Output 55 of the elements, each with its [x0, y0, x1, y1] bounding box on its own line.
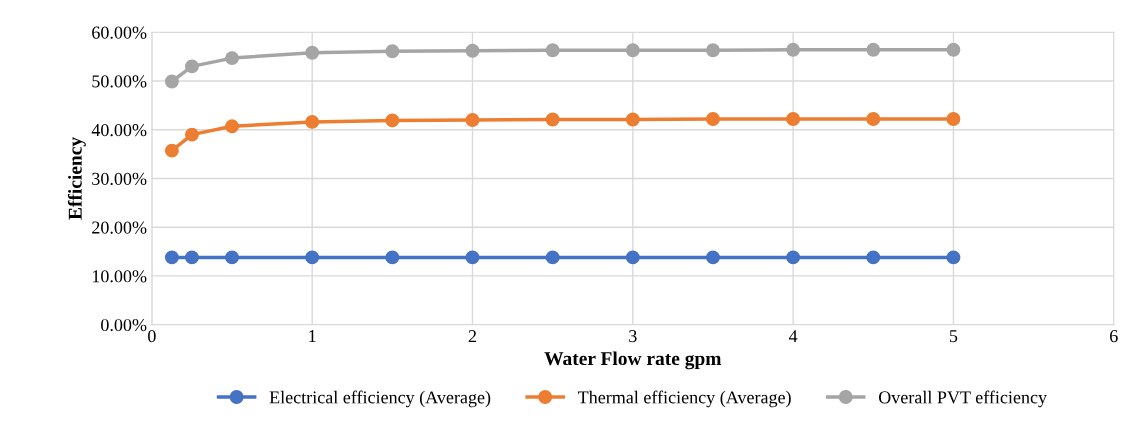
x-tick-label: 4	[788, 330, 798, 343]
legend-label: Overall PVT efficiency	[878, 390, 1047, 408]
point	[866, 250, 881, 265]
point	[545, 250, 560, 265]
point	[786, 250, 801, 265]
x-tick-label: 5	[949, 330, 958, 343]
x-tick-label: 3	[629, 330, 637, 343]
point	[866, 42, 881, 57]
point	[225, 119, 239, 134]
point	[185, 127, 199, 142]
point	[625, 43, 640, 58]
point	[946, 112, 961, 126]
point	[164, 250, 179, 265]
point	[225, 51, 239, 66]
point	[305, 114, 320, 129]
point	[185, 250, 199, 265]
legend-label: Thermal efficiency (Average)	[578, 390, 791, 408]
point	[545, 112, 560, 127]
point	[465, 43, 480, 58]
y-tick-label: 20.00%	[92, 221, 147, 234]
point	[625, 112, 640, 127]
point	[946, 250, 961, 265]
point	[946, 42, 961, 57]
y-tick-label: 40.00%	[91, 123, 147, 137]
point	[625, 250, 640, 265]
point	[164, 143, 179, 158]
point	[385, 44, 400, 59]
x-tick-label: 1	[309, 330, 316, 343]
y-axis-title: Efficiency	[67, 137, 86, 220]
point	[385, 113, 400, 128]
x-tick-label: 6	[1110, 330, 1118, 343]
point	[465, 113, 480, 127]
point	[706, 250, 720, 265]
point	[385, 250, 400, 265]
y-tick-label: 30.00%	[92, 172, 147, 185]
point	[164, 74, 179, 89]
point	[706, 43, 720, 58]
y-tick-label: 0.00%	[101, 318, 147, 332]
point	[786, 112, 801, 126]
y-tick-label: 60.00%	[92, 26, 147, 39]
point	[225, 250, 239, 265]
x-tick-label: 0	[148, 330, 156, 343]
point	[465, 250, 480, 265]
point	[706, 112, 720, 126]
point	[305, 45, 320, 60]
point	[185, 59, 199, 74]
y-tick-label: 50.00%	[92, 75, 147, 88]
y-tick-label: 10.00%	[92, 270, 147, 283]
point	[305, 250, 320, 265]
x-axis-title: Water Flow rate gpm	[544, 351, 722, 370]
legend-label: Electrical efficiency (Average)	[269, 390, 491, 408]
point	[545, 43, 560, 58]
x-tick-label: 2	[468, 330, 477, 343]
point	[786, 42, 801, 57]
point	[866, 112, 881, 126]
